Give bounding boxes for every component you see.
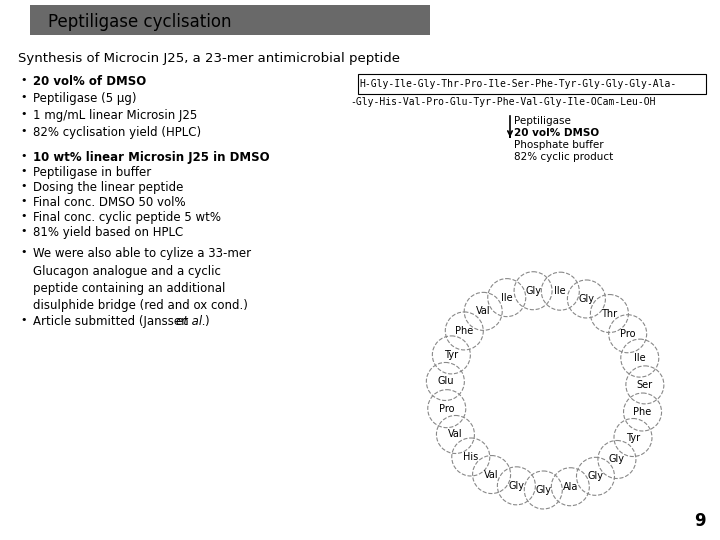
Text: Tyr: Tyr [444, 350, 459, 360]
Text: Phe: Phe [634, 407, 652, 417]
Text: Gly: Gly [588, 471, 603, 481]
Text: His: His [463, 452, 478, 462]
Text: Ser: Ser [636, 380, 653, 390]
Text: Peptiligase in buffer: Peptiligase in buffer [33, 166, 151, 179]
Text: et al.: et al. [176, 315, 206, 328]
Text: Ile: Ile [501, 293, 513, 302]
Text: Ala: Ala [562, 482, 578, 492]
Text: Ile: Ile [554, 286, 566, 296]
Text: 10 wt% linear Microsin J25 in DMSO: 10 wt% linear Microsin J25 in DMSO [33, 151, 269, 164]
Text: Dosing the linear peptide: Dosing the linear peptide [33, 181, 184, 194]
Text: Val: Val [476, 306, 490, 316]
Text: -Gly-His-Val-Pro-Glu-Tyr-Phe-Val-Gly-Ile-OCam-Leu-OH: -Gly-His-Val-Pro-Glu-Tyr-Phe-Val-Gly-Ile… [350, 97, 655, 107]
Text: •: • [20, 226, 27, 236]
Text: •: • [20, 109, 27, 119]
Text: Val: Val [485, 470, 499, 480]
Text: Gly: Gly [535, 485, 552, 495]
FancyBboxPatch shape [30, 5, 430, 35]
Text: Phosphate buffer: Phosphate buffer [514, 140, 603, 150]
Text: Pro: Pro [439, 404, 454, 414]
Text: Pro: Pro [620, 329, 636, 339]
Text: 9: 9 [694, 512, 706, 530]
Text: Glu: Glu [437, 376, 454, 387]
Text: •: • [20, 166, 27, 176]
Text: 20 vol% of DMSO: 20 vol% of DMSO [33, 75, 146, 88]
Text: Ile: Ile [634, 353, 646, 363]
Text: Article submitted (Janssen: Article submitted (Janssen [33, 315, 192, 328]
Text: Val: Val [448, 429, 463, 440]
Text: •: • [20, 75, 27, 85]
Text: Peptiligase: Peptiligase [514, 116, 571, 126]
Text: •: • [20, 151, 27, 161]
Text: •: • [20, 247, 27, 257]
Text: ): ) [204, 315, 209, 328]
Text: Gly: Gly [578, 294, 595, 304]
Text: 1 mg/mL linear Microsin J25: 1 mg/mL linear Microsin J25 [33, 109, 197, 122]
Text: Phe: Phe [455, 326, 474, 336]
Text: Final conc. cyclic peptide 5 wt%: Final conc. cyclic peptide 5 wt% [33, 211, 221, 224]
Text: Peptiligase (5 μg): Peptiligase (5 μg) [33, 92, 137, 105]
Text: Thr: Thr [601, 308, 618, 319]
Text: •: • [20, 211, 27, 221]
Text: Final conc. DMSO 50 vol%: Final conc. DMSO 50 vol% [33, 196, 186, 209]
Text: Gly: Gly [609, 455, 625, 464]
Text: Synthesis of Microcin J25, a 23-mer antimicrobial peptide: Synthesis of Microcin J25, a 23-mer anti… [18, 52, 400, 65]
Text: •: • [20, 196, 27, 206]
Text: •: • [20, 315, 27, 325]
Text: 20 vol% DMSO: 20 vol% DMSO [514, 128, 599, 138]
Text: Gly: Gly [508, 481, 524, 491]
Text: H-Gly-Ile-Gly-Thr-Pro-Ile-Ser-Phe-Tyr-Gly-Gly-Gly-Ala-: H-Gly-Ile-Gly-Thr-Pro-Ile-Ser-Phe-Tyr-Gl… [359, 79, 676, 89]
Text: 81% yield based on HPLC: 81% yield based on HPLC [33, 226, 184, 239]
Text: 82% cyclisation yield (HPLC): 82% cyclisation yield (HPLC) [33, 126, 201, 139]
Text: Tyr: Tyr [626, 433, 640, 442]
Text: 82% cyclic product: 82% cyclic product [514, 152, 613, 162]
Text: •: • [20, 126, 27, 136]
Text: Peptiligase cyclisation: Peptiligase cyclisation [48, 13, 232, 31]
Text: Gly: Gly [525, 286, 541, 296]
Text: •: • [20, 181, 27, 191]
Text: We were also able to cylize a 33-mer
Glucagon analogue and a cyclic
peptide cont: We were also able to cylize a 33-mer Glu… [33, 247, 251, 313]
Text: •: • [20, 92, 27, 102]
